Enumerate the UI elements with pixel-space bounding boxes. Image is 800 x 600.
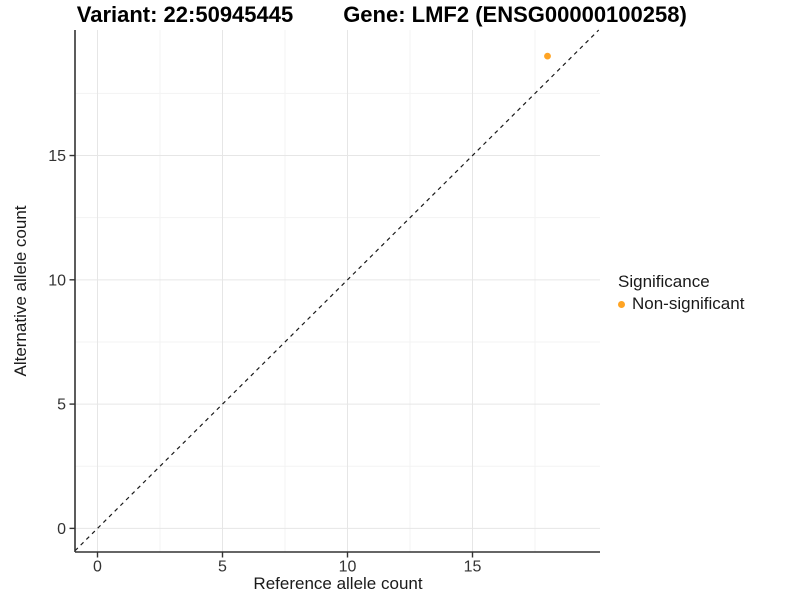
legend-item-label: Non-significant [632,294,745,313]
legend: Significance Non-significant [618,272,744,313]
variant-title: Variant: 22:50945445 [76,2,294,27]
x-tick-label: 10 [339,558,357,575]
data-point [544,52,551,60]
identity-line [74,29,600,552]
x-tick-label: 0 [93,558,102,575]
legend-item: Non-significant [618,295,744,313]
y-tick-label: 15 [48,148,66,165]
legend-title: Significance [618,272,710,291]
y-axis-label: Alternative allele count [11,205,30,377]
x-tick-label: 15 [464,558,482,575]
x-axis-label: Reference allele count [253,574,423,593]
y-tick-label: 10 [48,272,66,289]
y-tick-label: 0 [57,521,66,538]
x-tick-label: 5 [218,558,227,575]
y-tick-label: 5 [57,397,66,414]
gene-title: Gene: LMF2 (ENSG00000100258) [343,2,687,27]
legend-dot-icon [618,300,625,308]
